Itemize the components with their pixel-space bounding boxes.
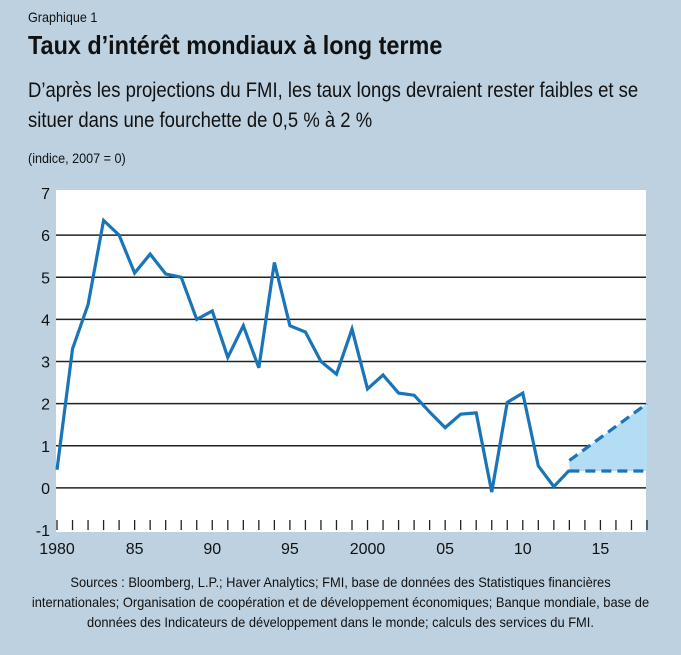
x-tick-label: 05 (436, 541, 454, 558)
y-tick-label: 6 (41, 228, 50, 245)
line-chart: -1 0 1 2 3 4 5 6 7 1980 85 90 95 2000 05 10 15 (36, 186, 648, 558)
x-tick-label: 95 (281, 541, 299, 558)
x-tick-label: 2000 (350, 541, 386, 558)
x-tick-label: 1980 (39, 541, 75, 558)
y-axis-unit: (indice, 2007 = 0) (28, 150, 126, 166)
chart-title: Taux d’intérêt mondiaux à long terme (28, 30, 443, 60)
chart-subtitle: D’après les projections du FMI, les taux… (28, 79, 639, 132)
y-tick-label: 2 (41, 397, 50, 414)
y-tick-label: 5 (41, 270, 50, 287)
historical-series-line (55, 217, 571, 493)
chart-kicker: Graphique 1 (28, 9, 98, 25)
y-tick-label: 7 (41, 186, 50, 203)
y-tick-label: 1 (41, 439, 50, 456)
y-tick-label: 4 (41, 312, 50, 329)
x-tick-label: 85 (126, 541, 144, 558)
y-tick-label: -1 (36, 523, 50, 540)
sources-note: Sources : Bloomberg, L.P.; Haver Analyti… (31, 574, 650, 630)
y-tick-label: 0 (41, 481, 50, 498)
projection-band (569, 403, 647, 472)
y-tick-label: 3 (41, 355, 50, 372)
x-tick-label: 10 (514, 541, 532, 558)
projection-high-line (568, 402, 648, 462)
x-tick-label: 15 (592, 541, 610, 558)
x-tick-label: 90 (203, 541, 221, 558)
